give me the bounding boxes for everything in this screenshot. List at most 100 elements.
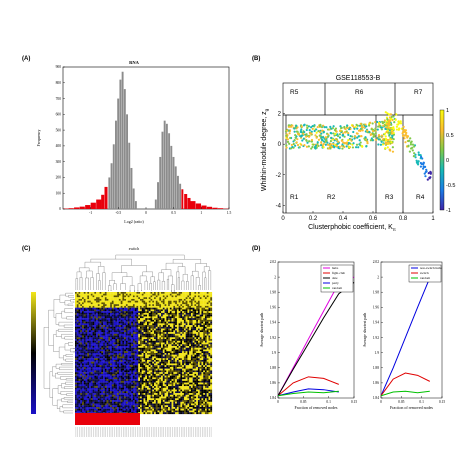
heatmap-cell <box>155 292 158 294</box>
heatmap-cell <box>159 370 162 373</box>
heatmap-cell <box>134 365 137 368</box>
heatmap-cell <box>157 328 160 331</box>
heatmap-cell <box>132 347 135 350</box>
heatmap-cell <box>148 312 151 315</box>
heatmap-cell <box>117 363 120 366</box>
heatmap-cell <box>159 305 162 308</box>
heatmap-cell <box>210 349 213 352</box>
heatmap-cell <box>164 325 167 327</box>
heatmap-cell <box>85 365 88 368</box>
heatmap-cell <box>82 316 84 319</box>
heatmap-cell <box>164 295 167 298</box>
scatter-point <box>419 165 423 168</box>
heatmap-cell <box>203 366 206 369</box>
heatmap-cell <box>199 300 202 303</box>
heatmap-cell <box>125 375 128 378</box>
heatmap-cell <box>203 325 206 327</box>
heatmap-cell <box>187 293 190 296</box>
heatmap-cell <box>182 330 184 333</box>
heatmap-cell <box>210 370 213 373</box>
heatmap-cell <box>196 312 199 315</box>
heatmap-cell <box>115 349 118 352</box>
heatmap-cell <box>176 328 179 331</box>
heatmap-cell <box>192 347 195 350</box>
heatmap-cell <box>99 330 102 333</box>
heatmap-cell <box>150 298 153 301</box>
heatmap-cell <box>103 342 105 345</box>
heatmap-cell <box>196 366 199 369</box>
heatmap-cell <box>134 297 137 300</box>
heatmap-cell <box>83 342 86 345</box>
heatmap-cell <box>134 321 137 324</box>
heatmap-cell <box>189 346 192 348</box>
heatmap-cell <box>148 342 151 345</box>
heatmap-cell <box>78 302 81 305</box>
y-tick-label: 300 <box>56 160 62 164</box>
x-tick-label: 1 <box>200 211 202 215</box>
heatmap-cell <box>203 326 206 329</box>
heatmap-cell <box>192 373 195 376</box>
scatter-point <box>390 123 393 126</box>
heatmap-cell <box>75 335 77 338</box>
heatmap-cell <box>124 368 127 371</box>
heatmap-cell <box>190 314 193 317</box>
heatmap-cell <box>76 298 79 301</box>
heatmap-cell <box>118 318 121 320</box>
scatter-point <box>333 134 336 137</box>
heatmap-cell <box>85 321 88 324</box>
heatmap-cell <box>155 359 158 362</box>
heatmap-cell <box>180 326 183 329</box>
heatmap-cell <box>204 295 207 298</box>
heatmap-cell <box>92 295 95 298</box>
heatmap-cell <box>104 379 107 381</box>
heatmap-cell <box>136 318 139 320</box>
panel-c: (C) switch <box>22 246 213 437</box>
heatmap-cell <box>190 344 193 347</box>
heatmap-cell <box>96 311 98 314</box>
heatmap-cell <box>187 309 190 312</box>
heatmap-cell <box>171 318 174 320</box>
heatmap-cell <box>208 318 211 320</box>
scatter-point <box>368 124 371 127</box>
heatmap-cell <box>152 347 155 350</box>
heatmap-cell <box>164 368 167 371</box>
heatmap-cell <box>132 373 135 376</box>
heatmap-cell <box>83 359 86 362</box>
heatmap-cell <box>96 379 98 381</box>
heatmap-cell <box>159 339 162 341</box>
heatmap-cell <box>118 377 121 380</box>
heatmap-cell <box>131 342 134 345</box>
heatmap-cell <box>183 302 186 305</box>
heatmap-cell <box>180 361 183 364</box>
heatmap-cell <box>99 297 102 300</box>
scatter-point <box>409 143 413 146</box>
heatmap-cell <box>161 361 163 364</box>
heatmap-cell <box>203 332 206 334</box>
scatter-point <box>413 152 416 155</box>
heatmap-cell <box>131 319 134 322</box>
heatmap-cell <box>143 344 146 347</box>
heatmap-cell <box>164 307 167 310</box>
heatmap-cell <box>178 321 181 324</box>
heatmap-cell <box>196 342 199 345</box>
heatmap-cell <box>187 356 190 359</box>
heatmap-cell <box>185 335 188 338</box>
heatmap-cell <box>122 379 125 381</box>
heatmap-cell <box>155 339 158 341</box>
heatmap-cell <box>138 349 141 352</box>
scatter-point <box>402 125 405 128</box>
heatmap-cell <box>148 321 151 324</box>
heatmap-cell <box>92 351 95 354</box>
heatmap-cell <box>204 309 207 312</box>
heatmap-cell <box>162 342 165 345</box>
heatmap-cell <box>192 351 195 354</box>
heatmap-cell <box>180 366 183 369</box>
heatmap-cell <box>150 342 153 345</box>
heatmap-cell <box>183 311 186 314</box>
heatmap-cell <box>94 375 97 378</box>
heatmap-cell <box>117 300 120 303</box>
heatmap-cell <box>159 346 162 348</box>
heatmap-cell <box>90 332 93 334</box>
heatmap-cell <box>176 335 179 338</box>
heatmap-cell <box>97 354 100 357</box>
